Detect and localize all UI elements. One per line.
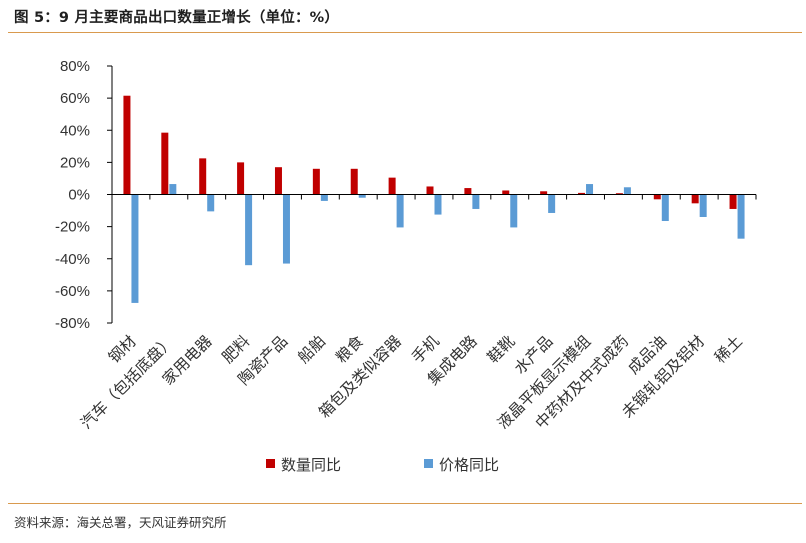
bar-price-9: [472, 194, 480, 209]
y-tick-label: -80%: [55, 315, 90, 332]
bar-quantity-12: [578, 192, 586, 195]
bar-price-5: [320, 194, 328, 201]
bar-price-12: [586, 184, 594, 195]
bar-quantity-1: [161, 132, 169, 195]
bar-quantity-6: [350, 168, 358, 195]
x-axis: [111, 194, 757, 200]
bar-quantity-7: [388, 177, 396, 195]
y-tick-label: -20%: [55, 219, 90, 236]
bar-price-8: [434, 194, 442, 215]
bottom-divider: [8, 503, 802, 504]
chart-title: 图 5：9 月主要商品出口数量正增长（单位：%）: [14, 10, 340, 26]
bar-quantity-2: [199, 158, 207, 195]
bar-price-3: [245, 194, 253, 266]
bar-quantity-5: [312, 168, 320, 195]
bar-quantity-4: [274, 167, 282, 195]
bar-chart: 80% 60% 40% 20% 0% -20% -40% -60% -80% 钢材汽车（包括底盘…: [55, 58, 757, 474]
y-tick-label: 0%: [68, 187, 90, 204]
bar-price-11: [548, 194, 556, 213]
top-divider: [8, 32, 802, 33]
bar-price-4: [282, 194, 290, 264]
bar-quantity-10: [502, 190, 510, 195]
bar-price-16: [737, 194, 745, 239]
source-note: 资料来源：海关总署，天风证券研究所: [14, 515, 227, 530]
bar-quantity-3: [237, 162, 245, 195]
legend-swatch-1: [424, 459, 433, 468]
bar-quantity-9: [464, 188, 472, 195]
legend-label-1: 价格同比: [439, 456, 499, 474]
bar-price-15: [699, 194, 707, 217]
bar-price-1: [169, 184, 177, 195]
bar-price-2: [207, 194, 215, 212]
y-tick-label: -60%: [55, 283, 90, 300]
bar-quantity-8: [426, 186, 434, 195]
bar-quantity-14: [653, 194, 661, 200]
bar-price-6: [358, 194, 366, 198]
y-tick-label: 40%: [60, 122, 90, 139]
y-tick-label: 20%: [60, 154, 90, 171]
bar-quantity-13: [615, 193, 623, 195]
y-tick-label: 60%: [60, 90, 90, 107]
category-label-5: 船舶: [295, 332, 330, 367]
category-label-16: 稀土: [711, 332, 746, 367]
bar-price-13: [623, 187, 631, 195]
y-axis: 80% 60% 40% 20% 0% -20% -40% -60% -80%: [55, 58, 113, 332]
bar-quantity-15: [691, 194, 699, 204]
bar-quantity-16: [729, 194, 737, 209]
bar-price-7: [396, 194, 404, 228]
bar-quantity-0: [123, 95, 131, 195]
legend: 数量同比 价格同比: [266, 456, 499, 474]
legend-label-0: 数量同比: [281, 456, 341, 474]
bars: [123, 95, 745, 303]
bar-price-14: [661, 194, 669, 222]
y-tick-label: -40%: [55, 251, 90, 268]
bar-price-10: [510, 194, 518, 228]
y-tick-label: 80%: [60, 58, 90, 75]
bar-quantity-11: [540, 191, 548, 195]
bar-price-0: [131, 194, 139, 303]
legend-swatch-0: [266, 459, 275, 468]
